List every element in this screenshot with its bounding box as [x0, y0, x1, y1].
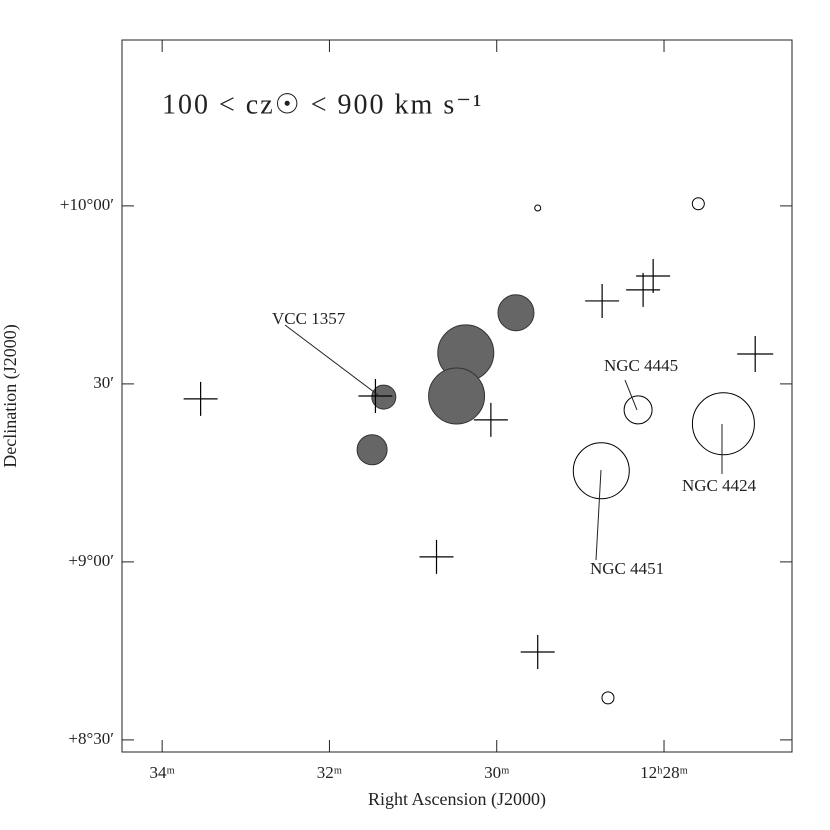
- velocity-range: 100 < cz☉ < 900 km s⁻¹: [162, 89, 483, 120]
- filled-circle-marker: [371, 384, 397, 410]
- galaxy-label: NGC 4445: [604, 356, 678, 375]
- cross-marker: [585, 283, 620, 318]
- cross-marker: [473, 402, 508, 437]
- cross-marker: [419, 539, 454, 574]
- cross-marker: [358, 379, 393, 413]
- cross-marker: [183, 381, 218, 416]
- y-axis-label: Declination (J2000): [0, 324, 21, 467]
- filled-circle-marker: [428, 367, 486, 425]
- galaxy-label: NGC 4424: [682, 476, 757, 495]
- y-tick-label: +9°00′: [68, 551, 114, 570]
- open-circle-marker: [691, 392, 755, 456]
- galaxy-label: VCC 1357: [272, 309, 346, 328]
- leader-line: [595, 469, 602, 561]
- x-axis-label: Right Ascension (J2000): [368, 789, 546, 810]
- cross-marker: [626, 272, 661, 307]
- cross-marker: [636, 259, 671, 294]
- x-tick-label: 30ᵐ: [484, 763, 509, 782]
- y-tick-label: +10°00′: [60, 195, 114, 214]
- cross-marker: [520, 634, 555, 669]
- open-circle-marker: [601, 691, 615, 705]
- leader-line: [284, 324, 379, 396]
- x-tick-label: 12ʰ28ᵐ: [640, 763, 688, 782]
- x-tick-label: 34ᵐ: [149, 763, 174, 782]
- cross-marker: [737, 335, 774, 372]
- y-tick-label: 30′: [93, 373, 114, 392]
- open-circle-marker: [623, 395, 653, 425]
- open-circle-marker: [534, 204, 542, 212]
- filled-circle-marker: [497, 294, 535, 332]
- open-circle-marker: [691, 197, 705, 211]
- galaxy-label: NGC 4451: [590, 559, 664, 578]
- filled-circle-marker: [356, 434, 388, 466]
- x-tick-label: 32ᵐ: [317, 763, 342, 782]
- y-tick-label: +8°30′: [68, 729, 114, 748]
- open-circle-marker: [572, 442, 630, 500]
- plot-frame: [121, 39, 793, 753]
- leader-line: [624, 379, 638, 411]
